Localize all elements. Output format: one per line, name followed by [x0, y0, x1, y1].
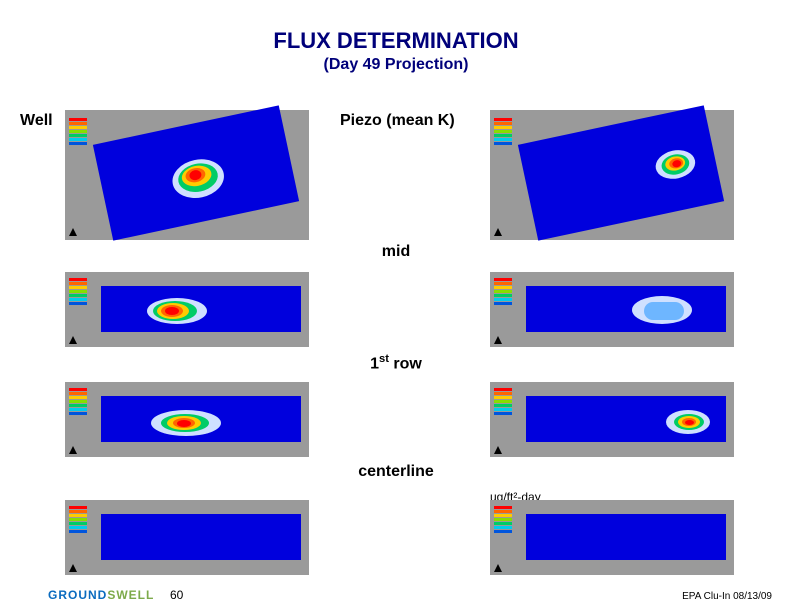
legend	[69, 278, 87, 306]
well-xs3-plot	[101, 514, 301, 560]
piezo-xs2-plot	[526, 396, 726, 442]
axis-triad-icon	[69, 564, 77, 572]
row-label-mid: mid	[0, 243, 792, 261]
legend	[69, 506, 87, 534]
axis-triad-icon	[69, 228, 77, 236]
well-map-plot	[93, 105, 299, 240]
axis-triad-icon	[494, 336, 502, 344]
slide-number: 60	[170, 588, 183, 602]
axis-triad-icon	[494, 228, 502, 236]
page-subtitle: (Day 49 Projection)	[0, 56, 792, 74]
piezo-xs1-plot	[526, 286, 726, 332]
legend	[494, 506, 512, 534]
piezo-xs3-plot	[526, 514, 726, 560]
well-xs3-panel	[65, 500, 309, 575]
footer-right: EPA Clu-In 08/13/09	[682, 591, 772, 602]
page-title: FLUX DETERMINATION	[0, 28, 792, 54]
well-xs1-plot	[101, 286, 301, 332]
axis-triad-icon	[494, 564, 502, 572]
piezo-map-plot	[518, 105, 724, 240]
column-label-piezo: Piezo (mean K)	[340, 112, 455, 130]
well-xs2-plot	[101, 396, 301, 442]
piezo-xs1-panel	[490, 272, 734, 347]
well-xs2-panel	[65, 382, 309, 457]
row-label-centerline: centerline	[0, 463, 792, 481]
axis-triad-icon	[69, 446, 77, 454]
brand-part2: SWELL	[107, 588, 154, 602]
axis-triad-icon	[69, 336, 77, 344]
column-label-well: Well	[20, 112, 53, 130]
legend	[69, 118, 87, 146]
legend	[494, 278, 512, 306]
piezo-xs2-panel	[490, 382, 734, 457]
row-label-1strow: 1st row	[0, 353, 792, 373]
brand-part1: GROUND	[48, 588, 107, 602]
legend	[494, 118, 512, 146]
brand-logo: GROUNDSWELL	[48, 588, 154, 602]
legend	[69, 388, 87, 416]
axis-triad-icon	[494, 446, 502, 454]
well-xs1-panel	[65, 272, 309, 347]
legend	[494, 388, 512, 416]
piezo-xs3-panel	[490, 500, 734, 575]
piezo-map-panel	[490, 110, 734, 240]
well-map-panel	[65, 110, 309, 240]
